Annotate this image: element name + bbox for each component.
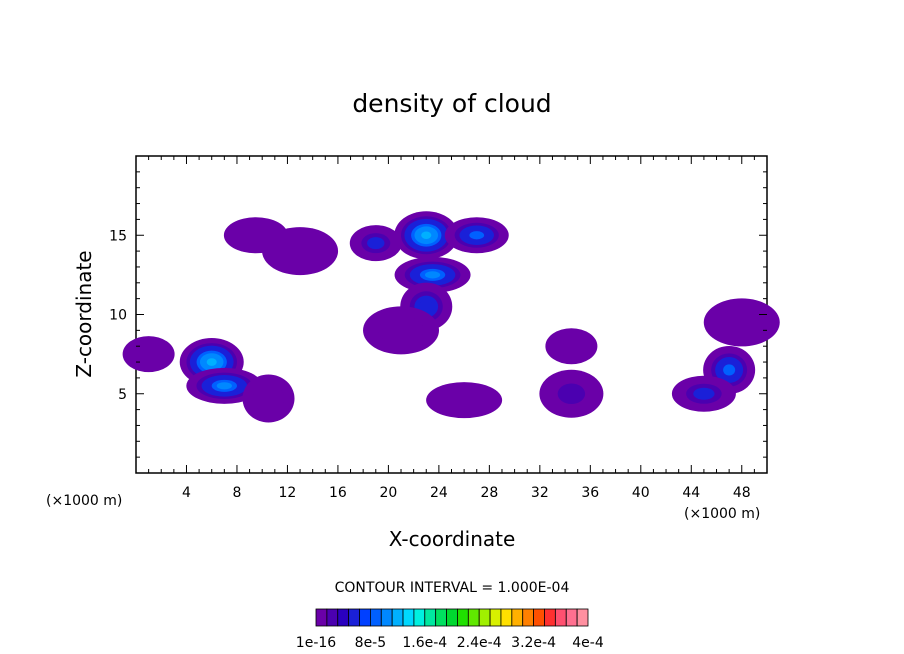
colorbar-swatch bbox=[337, 608, 350, 627]
cloud-cell bbox=[444, 217, 509, 254]
density-level bbox=[252, 384, 285, 413]
x-tick-label: 4 bbox=[182, 485, 191, 501]
x-tick-label: 40 bbox=[632, 485, 650, 501]
colorbar-label: 1e-16 bbox=[296, 635, 336, 651]
x-tick-label: 32 bbox=[531, 485, 549, 501]
colorbar-label: 3.2e-4 bbox=[511, 635, 556, 651]
density-level bbox=[718, 308, 765, 337]
cloud-cell bbox=[539, 369, 604, 418]
colorbar-swatch bbox=[500, 608, 513, 627]
colorbar-labels: 1e-16 8e-5 1.6e-4 2.4e-4 3.2e-4 4e-4 bbox=[296, 635, 604, 651]
cloud-cell bbox=[186, 367, 263, 404]
colorbar-label: 8e-5 bbox=[355, 635, 386, 651]
plot-frame bbox=[135, 155, 768, 474]
cloud-cell bbox=[349, 225, 402, 262]
x-tick-label: 8 bbox=[232, 485, 241, 501]
colorbar-swatch bbox=[402, 608, 415, 627]
colorbar-swatch bbox=[478, 608, 491, 627]
density-level bbox=[557, 383, 586, 405]
y-tick-label: 5 bbox=[118, 387, 127, 403]
x-tick-label: 12 bbox=[279, 485, 297, 501]
x-axis-label: X-coordinate bbox=[389, 527, 516, 551]
cloud-cell bbox=[545, 328, 598, 365]
cloud-cell bbox=[242, 374, 295, 423]
density-level bbox=[419, 300, 434, 314]
density-level bbox=[421, 231, 432, 240]
density-level bbox=[367, 237, 385, 250]
cloud-cell bbox=[122, 336, 175, 373]
x-tick-label: 48 bbox=[733, 485, 751, 501]
x-tick-label: 20 bbox=[379, 485, 397, 501]
colorbar-swatch bbox=[467, 608, 480, 627]
cloud-cell bbox=[671, 375, 736, 412]
colorbar-swatch bbox=[457, 608, 469, 627]
y-tick-label: 10 bbox=[109, 308, 127, 324]
colorbar-swatch bbox=[522, 608, 534, 627]
colorbar-label: 2.4e-4 bbox=[457, 635, 502, 651]
cloud-cell bbox=[262, 227, 339, 276]
colorbar-swatch bbox=[576, 608, 589, 627]
density-level bbox=[206, 358, 217, 366]
x-tick-label: 28 bbox=[480, 485, 498, 501]
colorbar-swatch bbox=[326, 608, 339, 627]
colorbar-swatch bbox=[348, 608, 360, 627]
y-axis-ticks: 5 10 15 bbox=[109, 171, 767, 458]
density-level bbox=[426, 382, 503, 419]
cloud-cell bbox=[363, 306, 440, 355]
colorbar-swatch bbox=[511, 608, 524, 627]
x-unit-right: (×1000 m) bbox=[684, 506, 760, 522]
x-tick-label: 16 bbox=[329, 485, 347, 501]
cloud-cell bbox=[426, 382, 503, 419]
cloud-cell bbox=[394, 256, 471, 293]
colorbar-swatch bbox=[435, 608, 447, 627]
density-level bbox=[378, 315, 424, 345]
density-level bbox=[469, 231, 485, 240]
colorbar-label: 4e-4 bbox=[572, 635, 604, 651]
cloud-cell bbox=[703, 298, 780, 347]
x-tick-label: 24 bbox=[430, 485, 448, 501]
x-tick-label: 36 bbox=[581, 485, 599, 501]
colorbar-swatch bbox=[544, 608, 556, 627]
colorbar-label: 1.6e-4 bbox=[402, 635, 447, 651]
cloud-cell bbox=[394, 211, 459, 260]
density-level bbox=[693, 387, 715, 400]
colorbar bbox=[315, 608, 589, 627]
density-level bbox=[133, 343, 165, 365]
density-level bbox=[262, 227, 339, 276]
colorbar-swatch bbox=[565, 608, 578, 627]
colorbar-swatch bbox=[446, 608, 458, 627]
x-unit-left: (×1000 m) bbox=[46, 493, 122, 509]
colorbar-swatch bbox=[554, 608, 567, 627]
y-tick-label: 15 bbox=[109, 228, 127, 244]
y-axis-label: Z-coordinate bbox=[72, 250, 96, 377]
contour-interval-text: CONTOUR INTERVAL = 1.000E-04 bbox=[335, 580, 570, 596]
x-tick-label: 44 bbox=[682, 485, 700, 501]
density-level bbox=[216, 382, 232, 390]
colorbar-swatch bbox=[369, 608, 382, 627]
chart-title: density of cloud bbox=[352, 89, 551, 118]
colorbar-swatch bbox=[413, 608, 426, 627]
colorbar-swatch bbox=[315, 608, 328, 627]
density-level bbox=[723, 364, 736, 376]
colorbar-swatch bbox=[424, 608, 437, 627]
colorbar-swatch bbox=[533, 608, 545, 627]
colorbar-swatch bbox=[391, 608, 404, 627]
colorbar-swatch bbox=[489, 608, 502, 627]
colorbar-swatch bbox=[380, 608, 393, 627]
cloud-density-field bbox=[122, 211, 780, 423]
density-level bbox=[424, 271, 441, 279]
x-axis-ticks: 4 8 12 16 20 24 28 32 36 40 44 48 bbox=[148, 156, 755, 501]
density-level bbox=[555, 335, 587, 358]
colorbar-swatch bbox=[359, 608, 371, 627]
